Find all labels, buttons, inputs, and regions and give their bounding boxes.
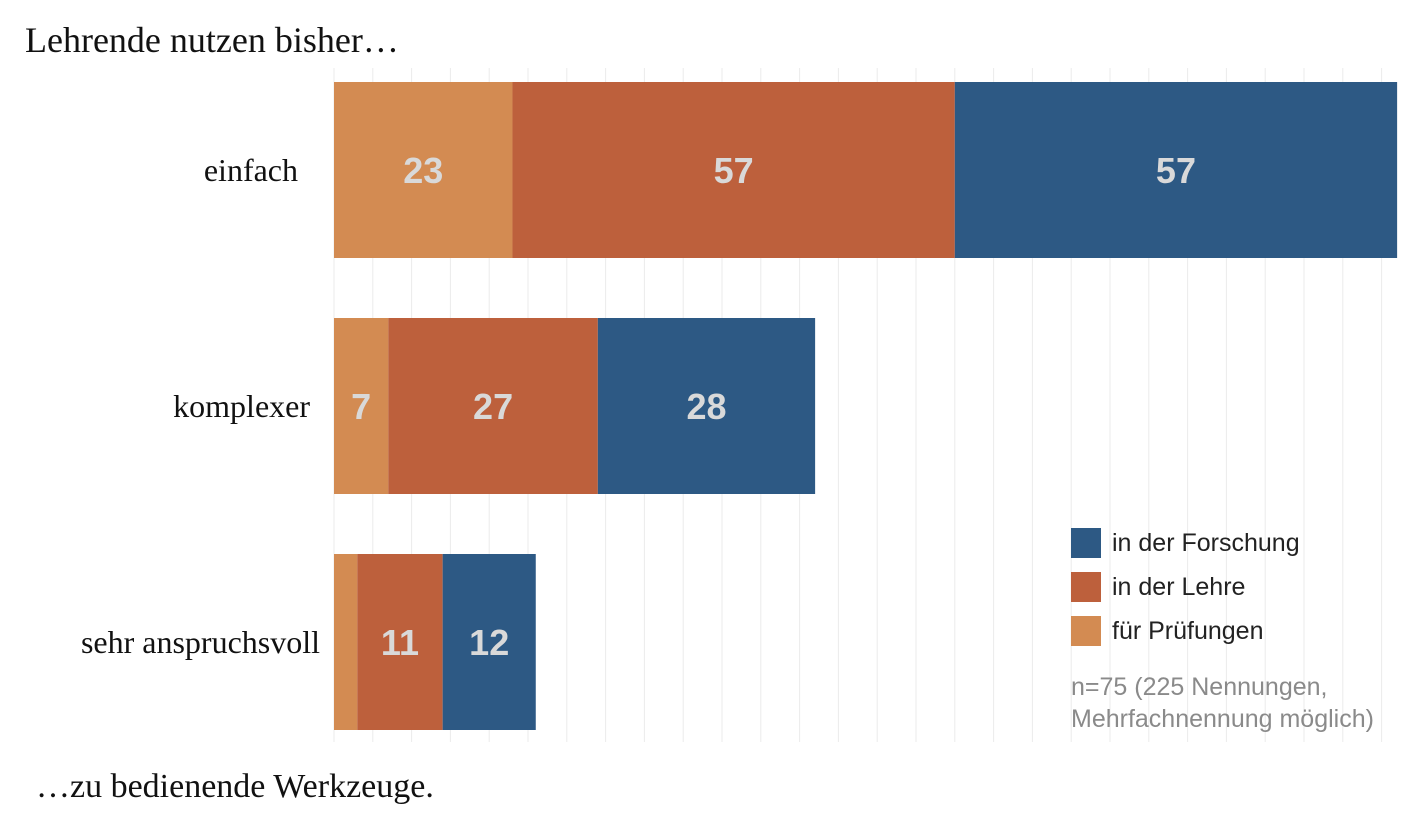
- bar-segment: [334, 554, 358, 730]
- legend-label: in der Forschung: [1112, 529, 1300, 557]
- bar-segment: [954, 82, 1398, 258]
- sample-note: n=75 (225 Nennungen, Mehrfachnennung mögl…: [1071, 673, 1374, 733]
- chart-footer: …zu bedienende Werkzeuge.: [36, 768, 434, 805]
- bar-value-label: 11: [381, 622, 419, 663]
- bar-value-label: 27: [473, 386, 513, 427]
- bar-value-label: 7: [351, 386, 371, 427]
- bar-segment: [357, 554, 443, 730]
- bar-segment: [334, 82, 513, 258]
- bars: 23 57 57 7 27 28 11 12: [334, 82, 1398, 730]
- sample-note-line: Mehrfachnennung möglich): [1071, 705, 1374, 733]
- bar-value-label: 57: [1156, 150, 1196, 191]
- category-label: sehr anspruchsvoll: [81, 624, 320, 660]
- bar-segment: [334, 318, 389, 494]
- bar-segment: [597, 318, 816, 494]
- legend-label: für Prüfungen: [1112, 617, 1264, 645]
- legend-swatch: [1071, 528, 1101, 558]
- category-labels: einfach komplexer sehr anspruchsvoll: [81, 152, 320, 660]
- legend-label: in der Lehre: [1112, 573, 1245, 601]
- chart-title: Lehrende nutzen bisher…: [25, 20, 399, 60]
- bar-value-label: 23: [403, 150, 443, 191]
- bar-segment: [512, 82, 955, 258]
- bar-value-label: 12: [469, 622, 509, 663]
- bar-segment: [388, 318, 598, 494]
- category-label: einfach: [204, 152, 298, 188]
- category-label: komplexer: [173, 388, 310, 424]
- bar-segment: [442, 554, 536, 730]
- legend-swatch: [1071, 616, 1101, 646]
- legend: in der Forschung in der Lehre für Prüfunge…: [1071, 528, 1300, 646]
- sample-note-line: n=75 (225 Nennungen,: [1071, 673, 1327, 701]
- bar-value-label: 57: [714, 150, 754, 191]
- bar-value-label: 28: [686, 386, 726, 427]
- legend-swatch: [1071, 572, 1101, 602]
